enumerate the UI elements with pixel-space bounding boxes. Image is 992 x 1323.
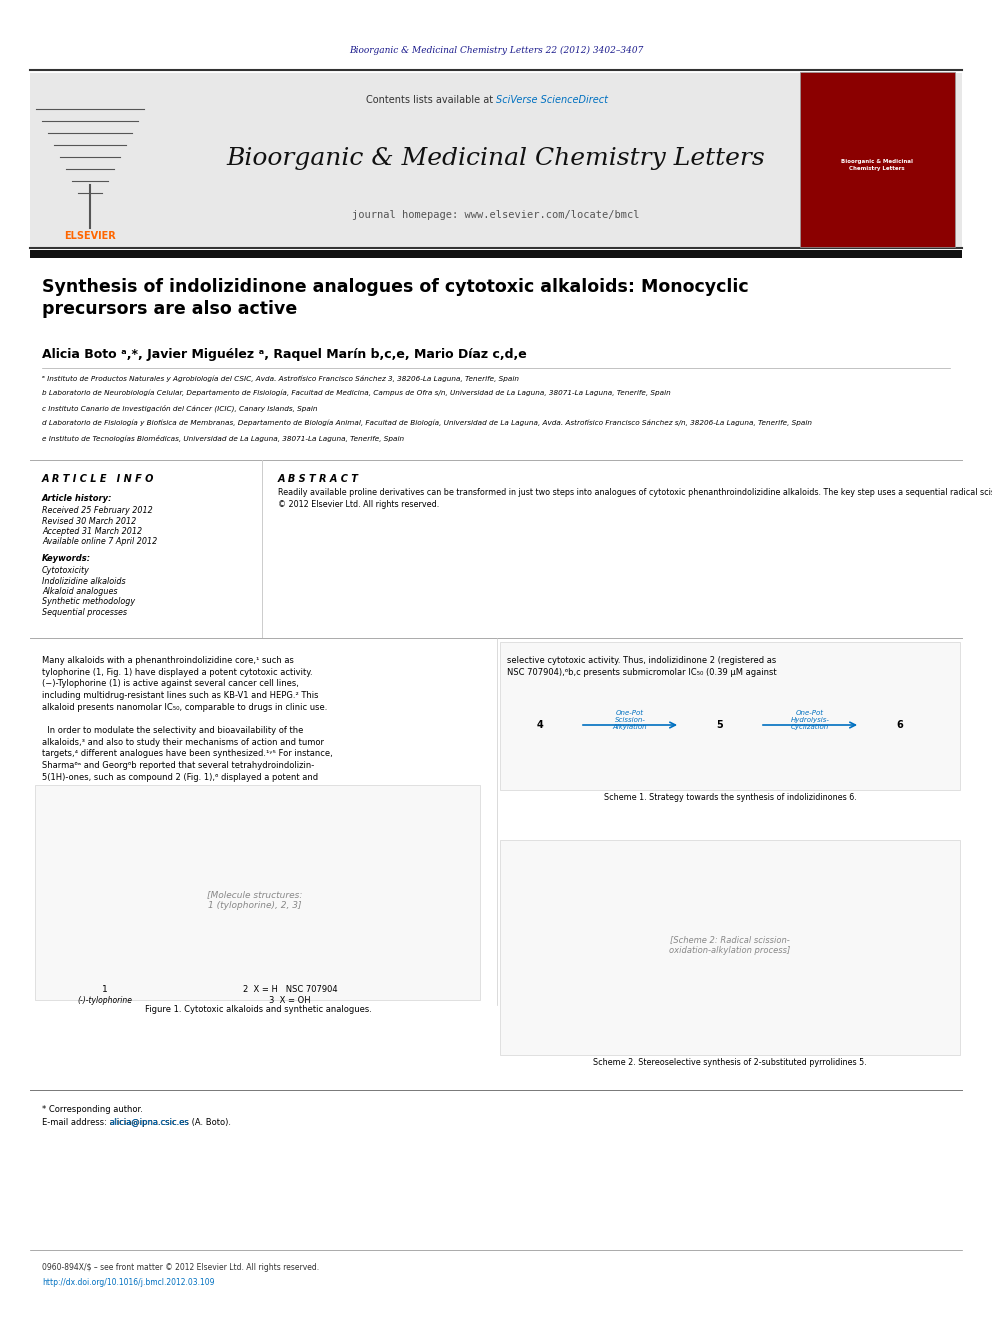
Text: d Laboratorio de Fisiología y Biofísica de Membranas, Departamento de Biología A: d Laboratorio de Fisiología y Biofísica … <box>42 419 812 426</box>
Bar <box>800 71 955 247</box>
Text: Bioorganic & Medicinal Chemistry Letters: Bioorganic & Medicinal Chemistry Letters <box>226 147 766 169</box>
Text: b Laboratorio de Neurobiología Celular, Departamento de Fisiología, Facultad de : b Laboratorio de Neurobiología Celular, … <box>42 390 671 397</box>
Text: Readily available proline derivatives can be transformed in just two steps into : Readily available proline derivatives ca… <box>278 488 992 508</box>
Text: Many alkaloids with a phenanthroindolizidine core,¹ such as
tylophorine (1, Fig.: Many alkaloids with a phenanthroindolizi… <box>42 656 332 782</box>
Text: One-Pot
Hydrolysis-
Cyclization: One-Pot Hydrolysis- Cyclization <box>791 710 829 730</box>
Text: Alicia Boto ᵃ,*, Javier Miguélez ᵃ, Raquel Marín b,c,e, Mario Díaz c,d,e: Alicia Boto ᵃ,*, Javier Miguélez ᵃ, Raqu… <box>42 348 527 361</box>
Text: Scheme 1. Strategy towards the synthesis of indolizidinones 6.: Scheme 1. Strategy towards the synthesis… <box>603 792 856 802</box>
Text: * Corresponding author.: * Corresponding author. <box>42 1105 143 1114</box>
Text: 5: 5 <box>716 720 723 730</box>
Text: Revised 30 March 2012: Revised 30 March 2012 <box>42 516 136 525</box>
Text: 6: 6 <box>897 720 904 730</box>
Text: Sequential processes: Sequential processes <box>42 609 127 617</box>
Text: 3  X = OH: 3 X = OH <box>269 996 310 1005</box>
Text: Bioorganic & Medicinal Chemistry Letters 22 (2012) 3402–3407: Bioorganic & Medicinal Chemistry Letters… <box>349 45 643 54</box>
Text: ᵃ Instituto de Productos Naturales y Agrobiología del CSIC, Avda. Astrofísico Fr: ᵃ Instituto de Productos Naturales y Agr… <box>42 374 519 381</box>
Text: Received 25 February 2012: Received 25 February 2012 <box>42 505 153 515</box>
Text: 2  X = H   NSC 707904: 2 X = H NSC 707904 <box>243 986 337 994</box>
Text: Article history:: Article history: <box>42 493 112 503</box>
Text: 4: 4 <box>537 720 544 730</box>
Text: alicia@ipna.csic.es: alicia@ipna.csic.es <box>110 1118 189 1127</box>
Text: A R T I C L E   I N F O: A R T I C L E I N F O <box>42 474 155 484</box>
Text: [Scheme 2: Radical scission-
oxidation-alkylation process]: [Scheme 2: Radical scission- oxidation-a… <box>670 935 791 955</box>
Text: Alkaloid analogues: Alkaloid analogues <box>42 587 117 595</box>
Text: (-)-tylophorine: (-)-tylophorine <box>77 996 133 1005</box>
Bar <box>30 250 962 258</box>
Text: Contents lists available at: Contents lists available at <box>366 95 496 105</box>
Text: Scheme 2. Stereoselective synthesis of 2-substituted pyrrolidines 5.: Scheme 2. Stereoselective synthesis of 2… <box>593 1058 867 1068</box>
Text: 0960-894X/$ – see front matter © 2012 Elsevier Ltd. All rights reserved.: 0960-894X/$ – see front matter © 2012 El… <box>42 1263 319 1271</box>
Bar <box>500 642 960 790</box>
Text: Synthetic methodology: Synthetic methodology <box>42 598 135 606</box>
Text: ELSEVIER: ELSEVIER <box>64 232 116 241</box>
Text: e Instituto de Tecnologías Biomédicas, Universidad de La Laguna, 38071-La Laguna: e Instituto de Tecnologías Biomédicas, U… <box>42 435 404 442</box>
Text: [Molecule structures:
1 (tylophorine), 2, 3]: [Molecule structures: 1 (tylophorine), 2… <box>207 890 303 910</box>
Text: 1: 1 <box>102 986 108 994</box>
Text: Synthesis of indolizidinone analogues of cytotoxic alkaloids: Monocyclic
precurs: Synthesis of indolizidinone analogues of… <box>42 278 749 319</box>
Text: Figure 1. Cytotoxic alkaloids and synthetic analogues.: Figure 1. Cytotoxic alkaloids and synthe… <box>145 1005 371 1013</box>
Bar <box>500 840 960 1054</box>
Bar <box>30 73 962 247</box>
Text: SciVerse ScienceDirect: SciVerse ScienceDirect <box>496 95 608 105</box>
Text: selective cytotoxic activity. Thus, indolizidinone 2 (registered as
NSC 707904),: selective cytotoxic activity. Thus, indo… <box>507 656 777 676</box>
Bar <box>35 785 480 1000</box>
Text: Indolizidine alkaloids: Indolizidine alkaloids <box>42 577 126 586</box>
Text: Keywords:: Keywords: <box>42 554 91 564</box>
Text: c Instituto Canario de Investigación del Cáncer (ICIC), Canary Islands, Spain: c Instituto Canario de Investigación del… <box>42 405 317 413</box>
Text: http://dx.doi.org/10.1016/j.bmcl.2012.03.109: http://dx.doi.org/10.1016/j.bmcl.2012.03… <box>42 1278 214 1287</box>
Text: One-Pot
Scission-
Alkylation: One-Pot Scission- Alkylation <box>613 710 648 730</box>
Text: Bioorganic & Medicinal
Chemistry Letters: Bioorganic & Medicinal Chemistry Letters <box>841 159 913 171</box>
Text: Cytotoxicity: Cytotoxicity <box>42 566 90 576</box>
Text: Available online 7 April 2012: Available online 7 April 2012 <box>42 537 158 546</box>
Text: A B S T R A C T: A B S T R A C T <box>278 474 359 484</box>
Text: E-mail address: alicia@ipna.csic.es (A. Boto).: E-mail address: alicia@ipna.csic.es (A. … <box>42 1118 231 1127</box>
Text: Accepted 31 March 2012: Accepted 31 March 2012 <box>42 527 142 536</box>
Text: journal homepage: www.elsevier.com/locate/bmcl: journal homepage: www.elsevier.com/locat… <box>352 210 640 220</box>
